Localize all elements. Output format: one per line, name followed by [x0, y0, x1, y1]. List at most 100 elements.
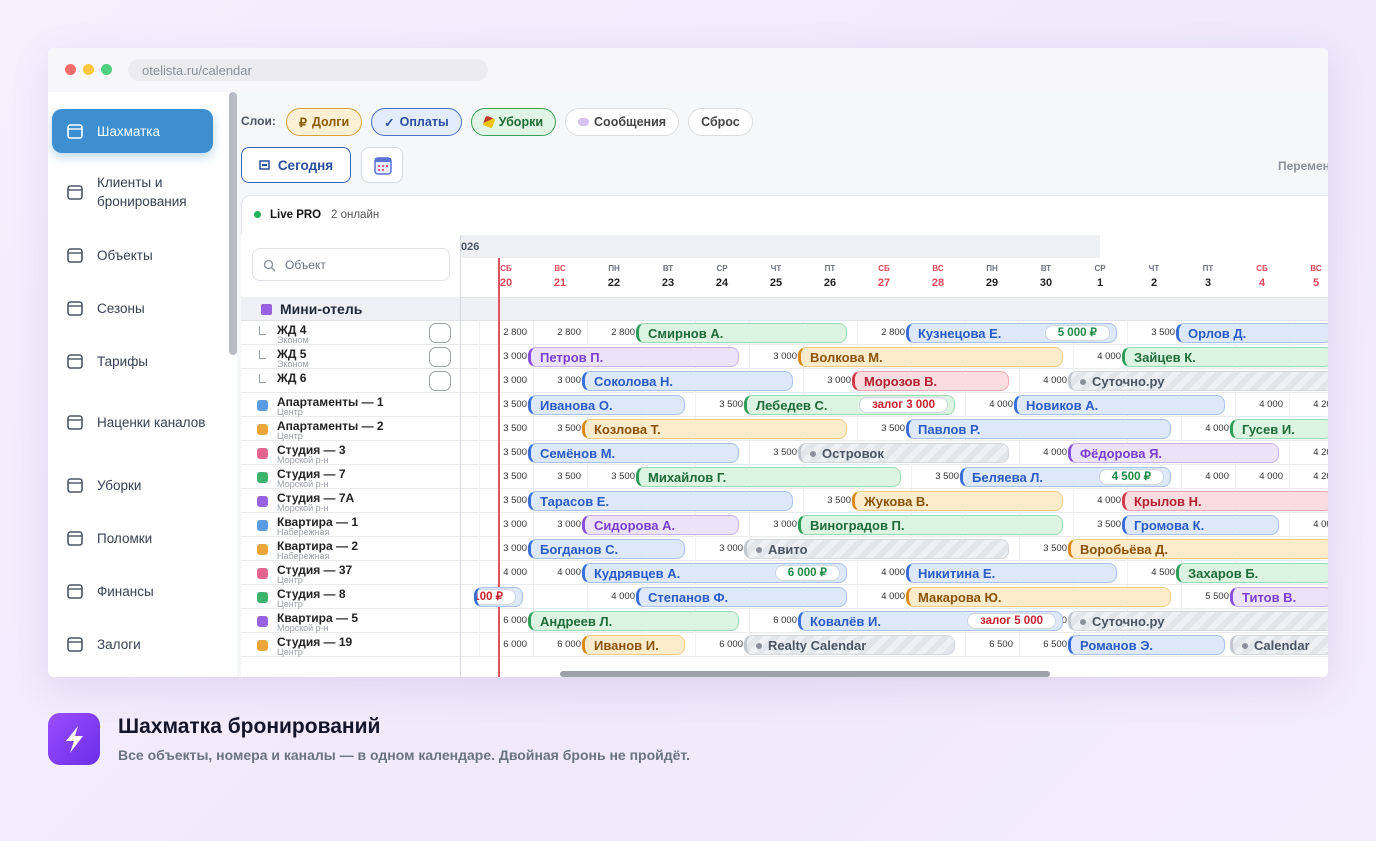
room-area: Морской р-н: [277, 503, 329, 513]
layers-label: Слои:: [241, 114, 276, 128]
booking[interactable]: Авито: [744, 539, 1009, 559]
room-checkbox[interactable]: [429, 347, 451, 367]
nav-item[interactable]: Наценки каналов: [52, 400, 213, 444]
layer-chip[interactable]: Сообщения: [565, 108, 680, 136]
price: 3 000: [503, 543, 527, 554]
grid-cell: [1019, 537, 1073, 561]
booking[interactable]: Иванова О.: [528, 395, 685, 415]
window-dot[interactable]: [65, 64, 76, 75]
nav-item[interactable]: Финансы: [52, 569, 213, 613]
booking[interactable]: Зайцев К.: [1122, 347, 1328, 367]
booking[interactable]: Лебедев С. залог 3 000: [744, 395, 955, 415]
booking[interactable]: Богданов С.: [528, 539, 685, 559]
nav-item[interactable]: Объекты: [52, 233, 213, 277]
live-label: Live PRO: [270, 209, 322, 221]
layer-chip[interactable]: Сброс: [688, 108, 753, 136]
nav-icon: [67, 354, 83, 369]
booking[interactable]: Волкова М.: [798, 347, 1063, 367]
booking[interactable]: Михайлов Г.: [636, 467, 901, 487]
booking[interactable]: Гусев И.: [1230, 419, 1328, 439]
room-checkbox[interactable]: [429, 323, 451, 343]
weekday-label: СБ: [1256, 264, 1268, 273]
nav-item[interactable]: Шахматка: [52, 109, 213, 153]
price: 3 500: [503, 423, 527, 434]
booking[interactable]: Кузнецова Е. 5 000 ₽: [906, 323, 1117, 343]
booking-name: Романов Э.: [1080, 638, 1154, 653]
nav-item[interactable]: Сезоны: [52, 286, 213, 330]
booking[interactable]: Петров П.: [528, 347, 739, 367]
booking[interactable]: Орлов Д.: [1176, 323, 1328, 343]
layer-chip[interactable]: ₽ Долги: [286, 108, 363, 136]
price: 6 500: [1043, 639, 1067, 650]
nav-item[interactable]: Уборки: [52, 463, 213, 507]
search-box[interactable]: Объект: [252, 248, 450, 281]
nav-item[interactable]: Поломки: [52, 516, 213, 560]
booking[interactable]: Андреев Л.: [528, 611, 739, 631]
grid-cell: [587, 585, 641, 609]
grid-cell: [1235, 465, 1289, 489]
price: 3 000: [503, 519, 527, 530]
grid-cell: [587, 465, 641, 489]
booking[interactable]: Г100 ₽: [474, 587, 523, 607]
booking[interactable]: Беляева Л. 4 500 ₽: [960, 467, 1171, 487]
booking[interactable]: Виноградов П.: [798, 515, 1063, 535]
weekday-label: ПН: [608, 264, 620, 273]
day-label: 22: [607, 277, 621, 289]
booking[interactable]: Титов В.: [1230, 587, 1328, 607]
booking[interactable]: Смирнов А.: [636, 323, 847, 343]
grid-row: [461, 417, 1328, 441]
nav-item[interactable]: Клиенты и бронирования: [52, 170, 213, 214]
booking[interactable]: Новиков А.: [1014, 395, 1225, 415]
scrollbar[interactable]: [560, 671, 1050, 677]
nav-item[interactable]: Тарифы: [52, 339, 213, 383]
layer-chip[interactable]: Уборки: [470, 108, 557, 136]
booking[interactable]: Кудрявцев А. 6 000 ₽: [582, 563, 847, 583]
booking[interactable]: Соколова Н.: [582, 371, 793, 391]
booking[interactable]: Суточно.ру: [1068, 371, 1328, 391]
calendar-button[interactable]: [361, 147, 403, 183]
booking[interactable]: Крылов Н.: [1122, 491, 1328, 511]
booking[interactable]: Романов Э.: [1068, 635, 1225, 655]
booking[interactable]: Островок: [798, 443, 1009, 463]
window-dot[interactable]: [83, 64, 94, 75]
booking[interactable]: Громова К.: [1122, 515, 1279, 535]
room-row: Апартаменты — 1 Центр: [241, 393, 460, 417]
booking-badge: 5 000 ₽: [1044, 325, 1110, 341]
booking[interactable]: Морозов В.: [852, 371, 1009, 391]
booking[interactable]: Тарасов Е.: [528, 491, 793, 511]
today-button[interactable]: Сегодня: [241, 147, 351, 183]
booking[interactable]: Фёдорова Я.: [1068, 443, 1279, 463]
booking[interactable]: Иванов И.: [582, 635, 685, 655]
booking[interactable]: Calendar: [1230, 635, 1328, 655]
weekday-label: ВС: [554, 264, 566, 273]
booking[interactable]: Жукова В.: [852, 491, 1063, 511]
price: 4 000: [989, 399, 1013, 410]
price: 2 800: [503, 327, 527, 338]
booking-name: Громова К.: [1134, 518, 1205, 533]
booking[interactable]: Realty Calendar: [744, 635, 955, 655]
booking[interactable]: Никитина Е.: [906, 563, 1117, 583]
booking[interactable]: Захаров Б.: [1176, 563, 1328, 583]
grid-cell: [749, 345, 803, 369]
booking[interactable]: Суточно.ру: [1068, 611, 1328, 631]
window-dot[interactable]: [101, 64, 112, 75]
booking[interactable]: Степанов Ф.: [636, 587, 847, 607]
grid-cell: [1127, 561, 1181, 585]
nav-item[interactable]: Залоги: [52, 622, 213, 666]
url-bar[interactable]: otelista.ru/calendar: [128, 59, 488, 81]
booking[interactable]: Ковалёв И. залог 5 000: [798, 611, 1063, 631]
booking-name: Петров П.: [540, 350, 604, 365]
booking[interactable]: Воробьёва Д.: [1068, 539, 1328, 559]
layer-chip[interactable]: ✓ Оплаты: [371, 108, 462, 136]
booking[interactable]: Сидорова А.: [582, 515, 739, 535]
price: 4 000: [1097, 351, 1121, 362]
booking-name: Волкова М.: [810, 350, 883, 365]
price: 6 000: [557, 639, 581, 650]
booking[interactable]: Козлова Т.: [582, 419, 847, 439]
booking[interactable]: Макарова Ю.: [906, 587, 1171, 607]
booking[interactable]: Семёнов М.: [528, 443, 739, 463]
booking[interactable]: Павлов Р.: [906, 419, 1171, 439]
room-checkbox[interactable]: [429, 371, 451, 391]
price: 3 000: [557, 519, 581, 530]
scrollbar[interactable]: [229, 92, 237, 355]
